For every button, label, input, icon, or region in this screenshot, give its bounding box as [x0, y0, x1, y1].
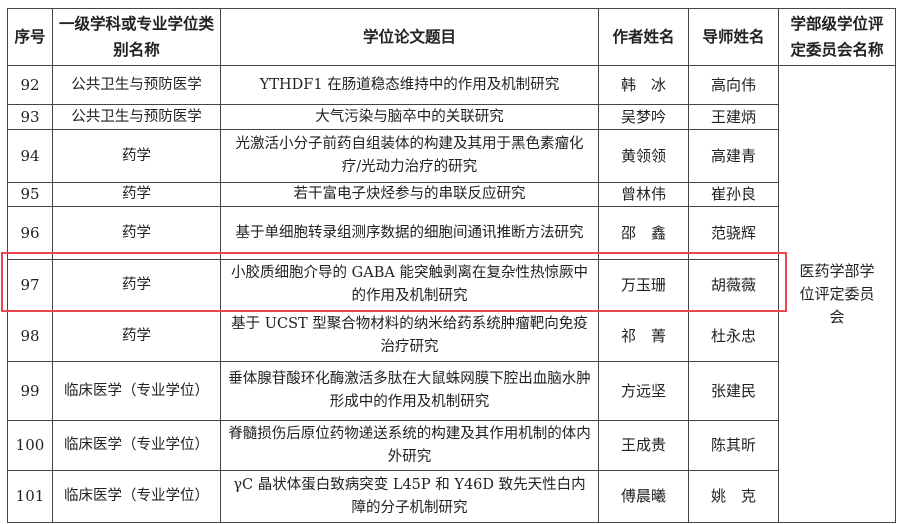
row-no: 93: [7, 104, 53, 130]
row-category: 临床医学（专业学位）: [52, 420, 221, 471]
row-category: 公共卫生与预防医学: [52, 104, 221, 130]
row-title: 基于 UCST 型聚合物材料的纳米给药系统肿瘤靶向免疫治疗研究: [220, 310, 599, 362]
row-no: 92: [7, 65, 53, 105]
row-advisor: 范骁辉: [688, 206, 779, 260]
row-advisor: 胡薇薇: [688, 259, 779, 311]
header-category: 一级学科或专业学位类别名称: [52, 8, 221, 66]
header-no: 序号: [7, 8, 53, 66]
committee-name: 医药学部学位评定委员会: [778, 65, 896, 523]
table-row: 93 公共卫生与预防医学 大气污染与脑卒中的关联研究 吴梦吟 王建炳: [7, 104, 896, 130]
header-advisor: 导师姓名: [688, 8, 779, 66]
table-row: 98 药学 基于 UCST 型聚合物材料的纳米给药系统肿瘤靶向免疫治疗研究祁 菁杜永…: [7, 310, 896, 362]
row-author: 傅晨曦: [598, 470, 689, 523]
table-row: 95 药学 若干富电子炔烃参与的串联反应研究 曾林伟 崔孙良: [7, 182, 896, 207]
row-no: 98: [7, 310, 53, 362]
header-row: 序号 一级学科或专业学位类别名称 学位论文题目 作者姓名 导师姓名 学部级学位评…: [7, 8, 896, 66]
row-title: γC 晶状体蛋白致病突变 L45P 和 Y46D 致先天性白内障的分子机制研究: [220, 470, 599, 523]
row-author: 王成贵: [598, 420, 689, 471]
row-no: 96: [7, 206, 53, 260]
row-no: 99: [7, 361, 53, 421]
header-author: 作者姓名: [598, 8, 689, 66]
table-row: 100 临床医学（专业学位） 脊髓损伤后原位药物递送系统的构建及其作用机制的体内外研…: [7, 420, 896, 471]
row-author: 吴梦吟: [598, 104, 689, 130]
row-author: 邵 鑫: [598, 206, 689, 260]
row-advisor: 高向伟: [688, 65, 779, 105]
row-no: 101: [7, 470, 53, 523]
table-row: 101 临床医学（专业学位） γC 晶状体蛋白致病突变 L45P 和 Y46D 致先…: [7, 470, 896, 523]
table-row: 97 药学 小胶质细胞介导的 GABA 能突触剥离在复杂性热惊厥中的作用及机制研究万…: [7, 259, 896, 311]
row-advisor: 高建青: [688, 129, 779, 183]
row-category: 药学: [52, 310, 221, 362]
header-committee: 学部级学位评定委员会名称: [778, 8, 896, 66]
row-title: 小胶质细胞介导的 GABA 能突触剥离在复杂性热惊厥中的作用及机制研究: [220, 259, 599, 311]
row-no: 94: [7, 129, 53, 183]
row-category: 临床医学（专业学位）: [52, 361, 221, 421]
row-advisor: 杜永忠: [688, 310, 779, 362]
row-author: 曾林伟: [598, 182, 689, 207]
thesis-table: 序号 一级学科或专业学位类别名称 学位论文题目 作者姓名 导师姓名 学部级学位评…: [7, 8, 896, 523]
row-advisor: 陈其昕: [688, 420, 779, 471]
row-author: 万玉珊: [598, 259, 689, 311]
row-no: 100: [7, 420, 53, 471]
row-author: 黄领领: [598, 129, 689, 183]
row-advisor: 王建炳: [688, 104, 779, 130]
table-row: 96 药学 基于单细胞转录组测序数据的细胞间通讯推断方法研究邵 鑫范骁辉: [7, 206, 896, 260]
row-category: 药学: [52, 182, 221, 207]
row-title: 垂体腺苷酸环化酶激活多肽在大鼠蛛网膜下腔出血脑水肿形成中的作用及机制研究: [220, 361, 599, 421]
row-category: 公共卫生与预防医学: [52, 65, 221, 105]
row-category: 药学: [52, 129, 221, 183]
table-row: 92 公共卫生与预防医学 YTHDF1 在肠道稳态维持中的作用及机制研究韩 冰高向伟…: [7, 65, 896, 523]
row-title: 基于单细胞转录组测序数据的细胞间通讯推断方法研究: [220, 206, 599, 260]
row-category: 药学: [52, 259, 221, 311]
row-no: 97: [7, 259, 53, 311]
row-no: 95: [7, 182, 53, 207]
table-row: 99 临床医学（专业学位） 垂体腺苷酸环化酶激活多肽在大鼠蛛网膜下腔出血脑水肿形成中…: [7, 361, 896, 421]
table-row: 94 药学 光激活小分子前药自组装体的构建及其用于黑色素瘤化疗/光动力治疗的研究 黄领…: [7, 129, 896, 183]
row-title: 若干富电子炔烃参与的串联反应研究: [220, 182, 599, 207]
row-author: 方远坚: [598, 361, 689, 421]
row-category: 药学: [52, 206, 221, 260]
row-advisor: 崔孙良: [688, 182, 779, 207]
header-title: 学位论文题目: [220, 8, 599, 66]
row-author: 韩 冰: [598, 65, 689, 105]
row-title: 大气污染与脑卒中的关联研究: [220, 104, 599, 130]
row-advisor: 张建民: [688, 361, 779, 421]
row-advisor: 姚 克: [688, 470, 779, 523]
row-title: YTHDF1 在肠道稳态维持中的作用及机制研究: [220, 65, 599, 105]
row-title: 光激活小分子前药自组装体的构建及其用于黑色素瘤化疗/光动力治疗的研究: [220, 129, 599, 183]
row-author: 祁 菁: [598, 310, 689, 362]
row-title: 脊髓损伤后原位药物递送系统的构建及其作用机制的体内外研究: [220, 420, 599, 471]
row-category: 临床医学（专业学位）: [52, 470, 221, 523]
